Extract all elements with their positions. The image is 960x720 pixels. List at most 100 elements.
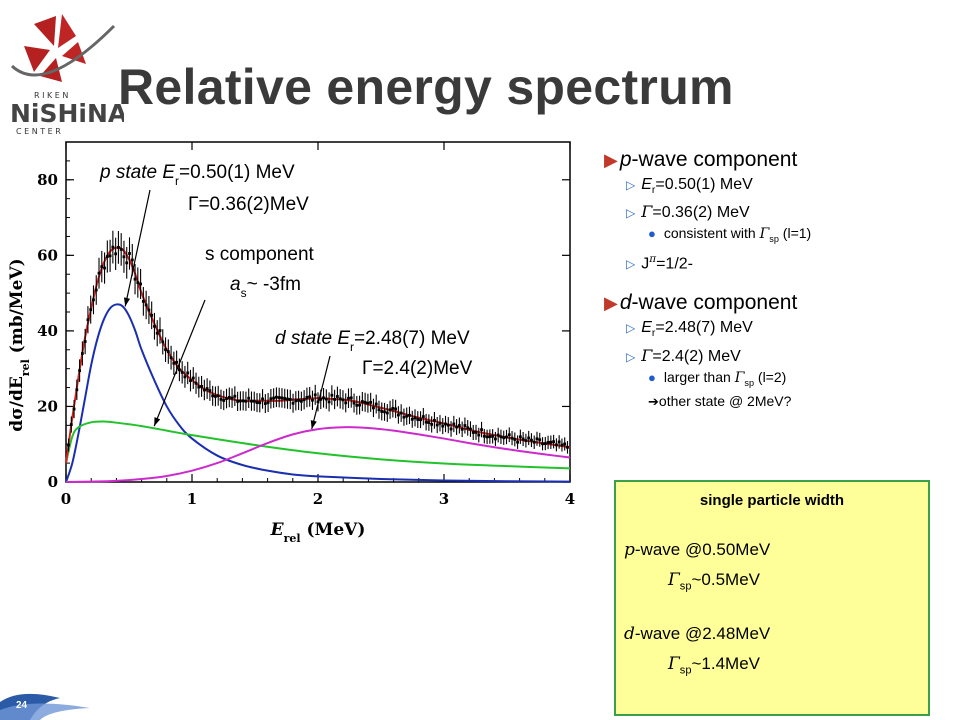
data-point (369, 400, 373, 404)
x-tick-label: 1 (187, 490, 197, 508)
data-point (103, 266, 106, 270)
logo-riken-text: R I K E N (34, 91, 68, 100)
curve-s-component (65, 420, 571, 470)
data-point (202, 388, 206, 392)
data-point (491, 434, 495, 438)
x-tick-label: 0 (61, 490, 71, 508)
p-wave-heading: ▶p-wave component (604, 148, 798, 171)
d-wave-gamma-item: ▷ Γ=2.4(2) MeV (626, 345, 741, 365)
data-point (194, 381, 198, 385)
data-point (225, 397, 228, 400)
data-point (352, 401, 356, 405)
y-tick-label: 20 (37, 397, 58, 415)
data-point (86, 318, 90, 322)
s-scattering-length-annotation: as~ -3fm (230, 274, 301, 300)
data-point (496, 433, 500, 437)
data-point (399, 411, 403, 415)
data-point (158, 329, 162, 332)
data-point (75, 388, 79, 392)
right-arrow-icon: ➔ (648, 394, 659, 410)
data-point (139, 282, 142, 286)
data-point (255, 401, 259, 404)
data-point (455, 425, 458, 429)
chart-arrows (123, 189, 331, 430)
p-state-annotation: p state Er=0.50(1) MeV (99, 162, 295, 188)
data-point (186, 371, 190, 375)
data-point (216, 394, 220, 398)
data-point (372, 406, 375, 410)
arrow-bullet-icon: ▷ (626, 206, 636, 221)
data-point (347, 396, 350, 400)
page-number: 24 (16, 700, 28, 711)
data-point (463, 424, 467, 427)
data-point (263, 402, 267, 405)
page-title: Relative energy spectrum (118, 59, 734, 115)
p-wave-jpi-item: ▷ Jπ=1/2- (626, 252, 693, 273)
data-point (516, 440, 519, 444)
data-point (499, 435, 503, 439)
data-point (480, 428, 483, 431)
data-point (521, 437, 525, 441)
data-point (327, 400, 331, 404)
triangle-bullet-icon: ▶ (604, 293, 618, 314)
data-point (430, 423, 434, 426)
box-p-gamma-line: Γsp~0.5MeV (668, 570, 760, 593)
data-point (83, 340, 87, 343)
d-wave-heading: ▶d-wave component (604, 291, 798, 315)
data-point (150, 313, 154, 317)
data-point (433, 418, 436, 422)
data-point (230, 396, 234, 400)
data-point (308, 395, 312, 399)
data-point (518, 435, 522, 439)
data-point (311, 398, 314, 402)
data-point (241, 399, 245, 403)
data-point (130, 258, 134, 262)
data-point (67, 443, 70, 447)
data-point (560, 443, 564, 447)
data-point (543, 442, 547, 445)
chart-curves (65, 246, 571, 483)
data-point (502, 436, 506, 440)
data-point (302, 398, 306, 402)
arrow-to-s-component (153, 299, 206, 427)
data-point (114, 252, 118, 256)
data-point (410, 417, 414, 421)
data-point (319, 397, 323, 401)
p-state-width-annotation: Γ=0.36(2)MeV (188, 194, 309, 215)
data-point (471, 431, 475, 434)
data-point (78, 369, 82, 373)
data-point (92, 298, 95, 302)
data-point (505, 435, 508, 439)
x-tick-label: 2 (313, 490, 323, 508)
data-point (363, 400, 367, 404)
data-point (275, 395, 278, 399)
data-point (566, 445, 569, 449)
data-point (153, 324, 156, 328)
box-d-wave-line: d-wave @2.48MeV (624, 624, 771, 644)
data-point (474, 430, 478, 434)
data-point (313, 393, 317, 397)
arrow-to-s-component-head (154, 417, 161, 427)
data-point (252, 399, 256, 403)
box-d-gamma-line: Γsp~1.4MeV (668, 654, 760, 677)
data-point (178, 368, 181, 372)
data-point (349, 396, 353, 400)
data-point (189, 379, 192, 383)
data-point (100, 265, 104, 268)
arrow-bullet-icon: ▷ (626, 321, 636, 336)
data-point (211, 394, 215, 398)
data-point (236, 399, 240, 403)
data-point (141, 299, 145, 303)
data-point (97, 271, 101, 275)
relative-energy-chart: 0 1 2 3 4 0 20 40 60 80 dσ/dErel (mb/MeV) Erel (M… (0, 130, 590, 550)
data-point (136, 281, 140, 284)
arrow-bullet-icon: ▷ (626, 349, 636, 364)
logo-center-text: C E N T E R (16, 127, 61, 136)
data-point (108, 254, 112, 258)
logo-wordmark: NiSHiNA (10, 99, 124, 128)
data-point (336, 395, 339, 398)
data-point (288, 398, 292, 401)
data-point (444, 422, 447, 426)
data-point (441, 424, 445, 428)
data-point (219, 397, 223, 401)
